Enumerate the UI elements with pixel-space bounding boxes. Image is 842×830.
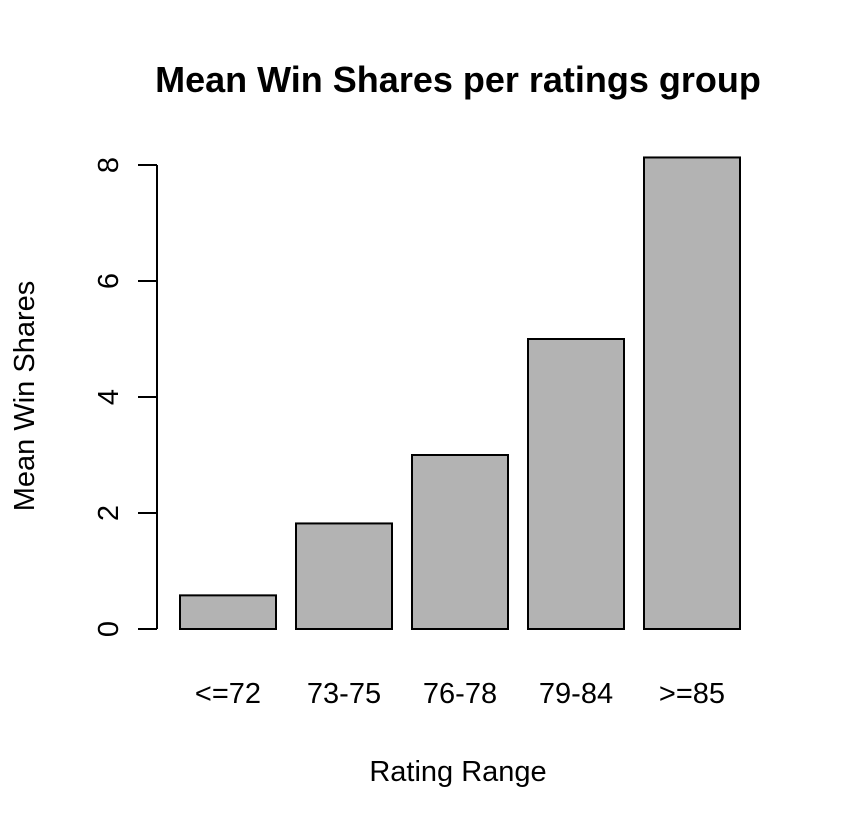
- x-axis-label: Rating Range: [369, 756, 546, 788]
- bars-group: [179, 156, 741, 631]
- x-tick-label-4: 79-84: [539, 678, 613, 710]
- x-tick-label-5: >=85: [659, 678, 725, 710]
- y-tick-label-8: 8: [93, 157, 125, 173]
- x-tick-label-1: <=72: [195, 678, 261, 710]
- x-tick-label-2: 73-75: [307, 678, 381, 710]
- y-tick-label-0: 0: [93, 621, 125, 637]
- bar-5: [643, 156, 741, 631]
- y-tick-label-2: 2: [93, 505, 125, 521]
- x-tick-label-3: 76-78: [423, 678, 497, 710]
- chart-title: Mean Win Shares per ratings group: [155, 59, 761, 100]
- y-tick-label-6: 6: [93, 273, 125, 289]
- x-axis-tick-labels: <=72 73-75 76-78 79-84 >=85: [195, 678, 725, 710]
- y-axis-label: Mean Win Shares: [9, 281, 41, 512]
- bar-4: [527, 338, 625, 630]
- y-axis: 0 2 4 6 8: [93, 157, 158, 637]
- bar-1: [179, 594, 277, 630]
- bar-2: [295, 522, 393, 630]
- bar-3: [411, 454, 509, 630]
- y-tick-label-4: 4: [93, 389, 125, 405]
